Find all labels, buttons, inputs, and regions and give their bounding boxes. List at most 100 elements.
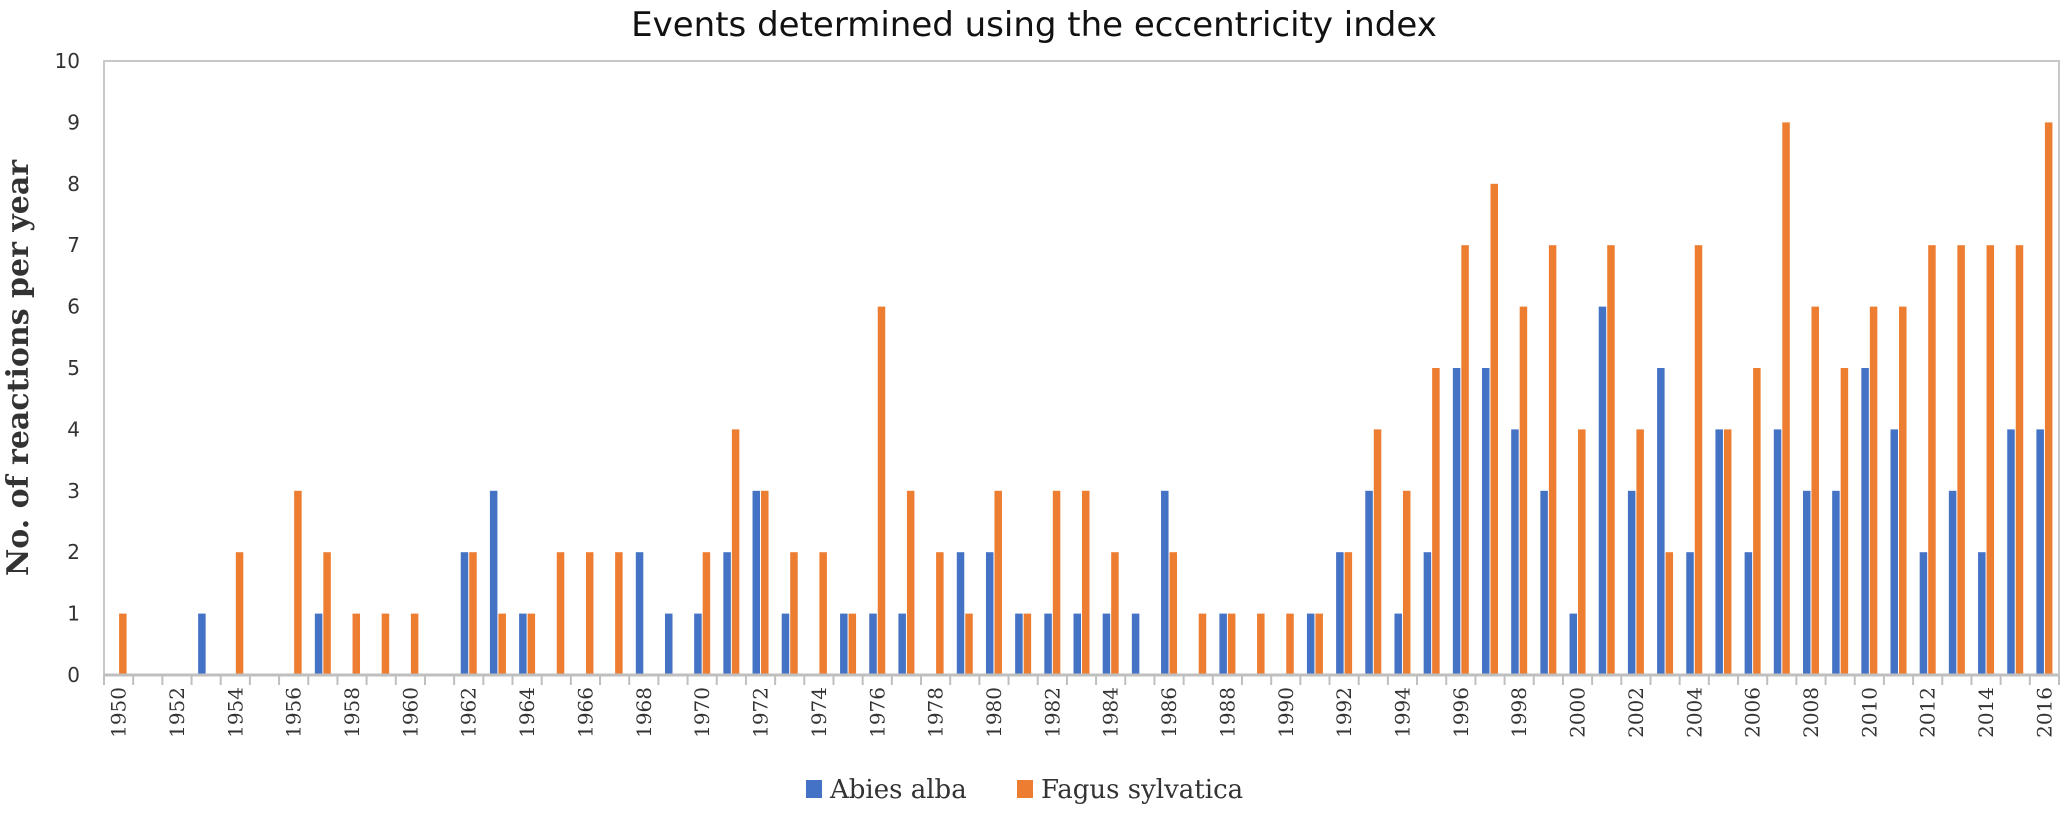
x-tick-label: 1984: [1099, 687, 1123, 738]
bar-abies-alba-2002: [1627, 490, 1636, 675]
bar-fagus-sylvatica-2014: [1986, 245, 1995, 675]
bar-abies-alba-1997: [1482, 368, 1490, 675]
bar-fagus-sylvatica-1958: [352, 613, 361, 675]
x-tick-label: 1974: [807, 687, 831, 738]
bar-fagus-sylvatica-1974: [819, 552, 827, 675]
y-tick-label: 0: [67, 663, 80, 687]
x-tick-label: 1998: [1507, 687, 1531, 738]
x-tick-label: 1968: [632, 687, 656, 738]
bar-abies-alba-2004: [1686, 552, 1694, 675]
bar-abies-alba-2013: [1948, 490, 1957, 675]
bar-abies-alba-1993: [1365, 490, 1373, 675]
x-tick-label: 1972: [749, 687, 773, 738]
bar-fagus-sylvatica-2007: [1782, 122, 1790, 675]
bar-fagus-sylvatica-1963: [498, 613, 506, 675]
bar-fagus-sylvatica-1991: [1315, 613, 1323, 675]
y-tick-label: 7: [67, 233, 80, 257]
bar-abies-alba-1964: [519, 613, 527, 675]
bar-abies-alba-2011: [1890, 429, 1899, 675]
bar-fagus-sylvatica-1989: [1257, 613, 1265, 675]
bar-fagus-sylvatica-1984: [1111, 552, 1119, 675]
y-tick-label: 2: [67, 540, 80, 564]
x-tick-label: 1970: [690, 687, 714, 738]
bar-abies-alba-1994: [1394, 613, 1402, 675]
bar-abies-alba-1998: [1511, 429, 1519, 675]
bar-fagus-sylvatica-1957: [323, 552, 331, 675]
bar-fagus-sylvatica-1950: [119, 613, 127, 675]
x-tick-label: 1990: [1274, 687, 1298, 738]
legend-swatch-fagus-sylvatica: [1017, 780, 1033, 798]
bar-abies-alba-2007: [1773, 429, 1782, 675]
y-tick-label: 10: [55, 49, 80, 73]
bar-abies-alba-1977: [898, 613, 906, 675]
x-tick-label: 1986: [1157, 687, 1181, 738]
bar-abies-alba-1953: [198, 613, 206, 675]
bar-abies-alba-2010: [1861, 368, 1869, 675]
x-tick-label: 1988: [1215, 687, 1239, 738]
bar-abies-alba-1995: [1423, 552, 1432, 675]
bar-abies-alba-1991: [1306, 613, 1315, 675]
x-tick-label: 1966: [573, 687, 597, 738]
legend-item-abies-alba: Abies alba: [806, 775, 967, 805]
bar-fagus-sylvatica-1986: [1169, 552, 1178, 675]
x-tick-label: 1976: [865, 687, 889, 738]
bar-abies-alba-1999: [1540, 490, 1548, 675]
x-tick-label: 2000: [1566, 687, 1590, 738]
x-tick-label: 2008: [1799, 687, 1823, 738]
bar-fagus-sylvatica-1970: [702, 552, 711, 675]
bar-abies-alba-2000: [1569, 613, 1578, 675]
bar-fagus-sylvatica-1966: [585, 552, 594, 675]
bar-fagus-sylvatica-1990: [1286, 613, 1294, 675]
bar-abies-alba-1984: [1102, 613, 1111, 675]
bar-abies-alba-1981: [1015, 613, 1023, 675]
bar-abies-alba-2014: [1978, 552, 1986, 675]
bar-abies-alba-1962: [460, 552, 469, 675]
bar-fagus-sylvatica-2011: [1899, 306, 1907, 675]
y-tick-label: 4: [67, 417, 80, 441]
bar-fagus-sylvatica-2010: [1869, 306, 1878, 675]
bar-fagus-sylvatica-1960: [410, 613, 419, 675]
bar-fagus-sylvatica-2004: [1694, 245, 1703, 675]
x-tick-label: 1952: [165, 687, 189, 738]
bar-fagus-sylvatica-2008: [1811, 306, 1819, 675]
bar-fagus-sylvatica-2015: [2015, 245, 2024, 675]
x-tick-label: 1980: [982, 687, 1006, 738]
bar-fagus-sylvatica-1959: [381, 613, 390, 675]
bar-abies-alba-2001: [1598, 306, 1607, 675]
x-tick-label: 2006: [1741, 687, 1765, 738]
bar-abies-alba-2008: [1802, 490, 1811, 675]
bar-fagus-sylvatica-1982: [1052, 490, 1061, 675]
bar-fagus-sylvatica-1988: [1227, 613, 1236, 675]
x-tick-label: 1950: [107, 687, 131, 738]
y-tick-label: 3: [67, 479, 80, 503]
bar-abies-alba-2006: [1744, 552, 1753, 675]
x-tick-label: 1992: [1332, 687, 1356, 738]
x-tick-label: 2010: [1857, 687, 1881, 738]
x-tick-label: 1958: [340, 687, 364, 738]
bar-fagus-sylvatica-1987: [1198, 613, 1207, 675]
bar-abies-alba-2012: [1919, 552, 1928, 675]
bar-abies-alba-1979: [956, 552, 965, 675]
bar-fagus-sylvatica-2016: [2044, 122, 2053, 675]
bar-fagus-sylvatica-2000: [1578, 429, 1586, 675]
bar-abies-alba-2015: [2007, 429, 2015, 675]
x-tick-label: 1962: [457, 687, 481, 738]
bar-fagus-sylvatica-2001: [1607, 245, 1615, 675]
bar-fagus-sylvatica-1971: [731, 429, 740, 675]
bar-abies-alba-1957: [314, 613, 323, 675]
bar-abies-alba-1985: [1131, 613, 1140, 675]
bar-fagus-sylvatica-1997: [1490, 183, 1499, 676]
legend-swatch-abies-alba: [806, 780, 822, 798]
bar-fagus-sylvatica-2002: [1636, 429, 1644, 675]
x-tick-label: 2016: [2032, 687, 2056, 738]
x-tick-label: 1960: [398, 687, 422, 738]
bar-abies-alba-1971: [723, 552, 731, 675]
bar-abies-alba-1996: [1452, 368, 1461, 675]
bar-fagus-sylvatica-1956: [294, 490, 302, 675]
bar-abies-alba-1970: [694, 613, 702, 675]
bar-abies-alba-2005: [1715, 429, 1723, 675]
x-tick-label: 2002: [1624, 687, 1648, 738]
x-tick-label: 1978: [924, 687, 948, 738]
legend-item-fagus-sylvatica: Fagus sylvatica: [1017, 775, 1243, 805]
